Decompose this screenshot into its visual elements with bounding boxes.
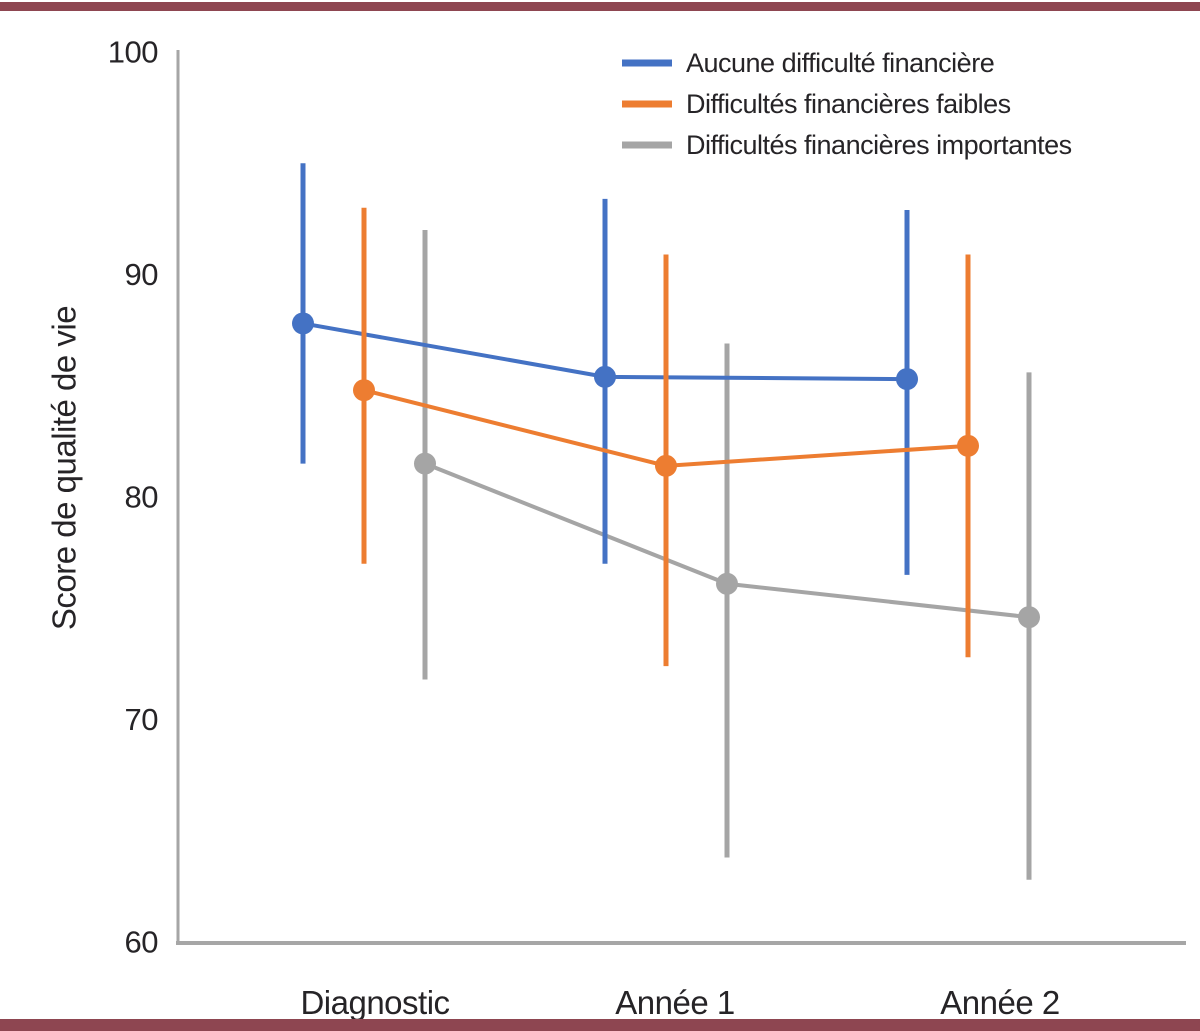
data-point-marker (414, 452, 436, 475)
y-tick-label: 60 (125, 925, 159, 960)
x-category-label: Diagnostic (300, 984, 449, 1021)
bottom-accent-bar (0, 1019, 1200, 1031)
legend-label: Aucune difficulté financière (686, 48, 994, 78)
data-point-marker (896, 368, 918, 391)
legend-label: Difficultés financières faibles (686, 89, 1011, 119)
y-axis-title: Score de qualité de vie (46, 306, 83, 630)
y-tick-label: 70 (125, 702, 159, 737)
data-point-marker (1018, 606, 1040, 629)
data-point-marker (292, 312, 314, 335)
legend-label: Difficultés financières importantes (686, 130, 1072, 160)
series-group (414, 230, 1040, 880)
data-point-marker (594, 365, 616, 388)
x-category-label: Année 2 (940, 984, 1059, 1021)
series-group (353, 207, 979, 667)
x-category-label: Année 1 (615, 984, 734, 1021)
data-point-marker (655, 454, 677, 477)
y-tick-label: 80 (125, 480, 159, 515)
series-group (292, 163, 918, 575)
data-point-marker (957, 434, 979, 457)
top-accent-bar (0, 2, 1200, 11)
data-point-marker (353, 379, 375, 402)
y-tick-label: 90 (125, 257, 159, 292)
data-point-marker (716, 572, 738, 595)
y-tick-label: 100 (108, 35, 158, 70)
